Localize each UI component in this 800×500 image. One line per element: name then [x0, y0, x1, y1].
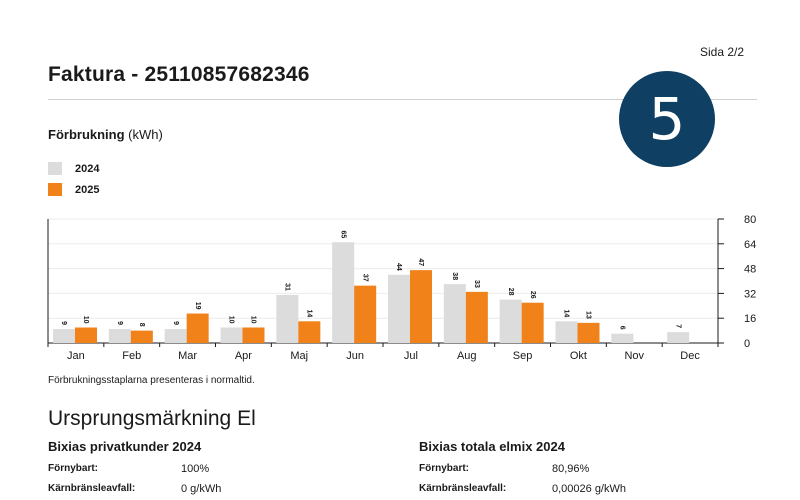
bar-2025-okt — [577, 322, 600, 343]
bar-2024-apr — [220, 327, 243, 343]
legend-swatch-2024 — [48, 162, 62, 175]
bar-2025-jan — [75, 327, 97, 343]
consumption-title-text: Förbrukning — [48, 127, 125, 142]
data-label-2025-jan: 10 — [82, 316, 89, 324]
private-renewable-label: Förnybart: — [48, 463, 98, 474]
data-label-2024-aug: 38 — [451, 272, 458, 280]
data-label-2024-mar: 9 — [172, 321, 179, 325]
legend-item-2024: 2024 — [48, 162, 99, 175]
bar-2024-jun — [332, 242, 355, 343]
data-label-2024-dec: 7 — [674, 324, 681, 328]
bar-2025-sep — [521, 302, 544, 343]
chart-footnote: Förbrukningsstaplarna presenteras i norm… — [48, 375, 255, 386]
data-label-2024-apr: 10 — [228, 316, 235, 324]
private-nuclear-value: 0 g/kWh — [181, 483, 222, 495]
x-tick-label: Nov — [624, 350, 644, 362]
bar-2024-dec — [667, 332, 690, 343]
legend-label-2024: 2024 — [75, 162, 100, 175]
x-tick-label: Mar — [178, 350, 197, 362]
origin-title: Ursprungsmärkning El — [48, 407, 256, 430]
legend-label-2025: 2025 — [75, 183, 100, 196]
private-customers-heading: Bixias privatkunder 2024 — [48, 439, 202, 454]
data-label-2025-sep: 26 — [529, 291, 536, 299]
data-label-2024-maj: 31 — [283, 283, 290, 291]
y-tick-label: 80 — [744, 214, 756, 226]
y-tick-label: 16 — [744, 313, 756, 325]
data-label-2025-mar: 19 — [194, 302, 201, 310]
bar-2024-maj — [276, 294, 299, 343]
page-badge: 5 — [619, 71, 715, 167]
bar-2024-aug — [443, 284, 466, 343]
bar-2024-nov — [611, 333, 634, 343]
private-nuclear-label: Kärnbränsleavfall: — [48, 483, 136, 494]
bar-2024-jul — [388, 274, 410, 343]
total-nuclear-label: Kärnbränsleavfall: — [419, 483, 507, 494]
total-mix-heading: Bixias totala elmix 2024 — [419, 439, 565, 454]
data-label-2025-feb: 8 — [138, 323, 145, 327]
total-nuclear-value: 0,00026 g/kWh — [552, 483, 626, 495]
y-tick-label: 32 — [744, 288, 756, 300]
total-renewable-label: Förnybart: — [419, 463, 469, 474]
y-tick-label: 64 — [744, 239, 756, 251]
consumption-title: Förbrukning (kWh) — [48, 127, 163, 142]
page-number: Sida 2/2 — [700, 45, 745, 59]
x-tick-label: Jul — [404, 350, 418, 362]
data-label-2025-aug: 33 — [473, 280, 480, 288]
data-label-2025-apr: 10 — [250, 316, 257, 324]
x-tick-label: Sep — [513, 350, 533, 362]
bar-2025-mar — [186, 313, 209, 343]
data-label-2025-jun: 37 — [361, 274, 368, 282]
data-label-2024-feb: 9 — [116, 321, 123, 325]
data-label-2024-okt: 14 — [563, 310, 570, 318]
title-divider — [48, 99, 757, 100]
bar-2024-okt — [555, 321, 578, 343]
data-label-2024-jan: 9 — [60, 321, 67, 325]
x-tick-label: Jun — [346, 350, 364, 362]
consumption-title-unit: (kWh) — [124, 127, 163, 142]
bar-2024-feb — [108, 329, 131, 343]
data-label-2024-nov: 6 — [618, 326, 625, 330]
bar-2025-jun — [354, 285, 377, 343]
x-tick-label: Okt — [570, 350, 587, 362]
x-tick-label: Feb — [122, 350, 141, 362]
bar-2025-feb — [130, 330, 153, 343]
bar-2025-apr — [242, 327, 265, 343]
data-label-2025-maj: 14 — [305, 310, 312, 318]
private-renewable-value: 100% — [181, 463, 210, 475]
legend-item-2025: 2025 — [48, 183, 99, 196]
data-label-2024-sep: 28 — [507, 288, 514, 296]
bar-2025-aug — [465, 291, 488, 343]
x-tick-label: Maj — [290, 350, 308, 362]
data-label-2025-jul: 47 — [417, 258, 424, 266]
consumption-chart: 0 16 32 48 64 80 Jan 9 10 Feb 9 8 Mar 9 19 Apr 10 10 Maj 31… — [47, 214, 756, 362]
data-label-2025-okt: 13 — [585, 311, 592, 319]
y-tick-label: 0 — [744, 338, 750, 350]
invoice-title: Faktura - 25110857682346 — [48, 63, 310, 86]
x-tick-label: Aug — [457, 350, 477, 362]
data-label-2024-jun: 65 — [339, 230, 346, 238]
x-tick-label: Dec — [680, 350, 700, 362]
x-tick-label: Apr — [235, 350, 252, 362]
bar-2024-jan — [53, 329, 75, 343]
bar-2025-maj — [298, 321, 321, 343]
bar-2025-jul — [410, 270, 432, 343]
bar-2024-sep — [499, 299, 522, 343]
x-tick-label: Jan — [67, 350, 85, 362]
data-label-2024-jul: 44 — [395, 263, 402, 271]
legend-swatch-2025 — [48, 183, 62, 196]
total-renewable-value: 80,96% — [552, 463, 590, 475]
y-tick-label: 48 — [744, 264, 756, 276]
bar-2024-mar — [164, 329, 187, 343]
